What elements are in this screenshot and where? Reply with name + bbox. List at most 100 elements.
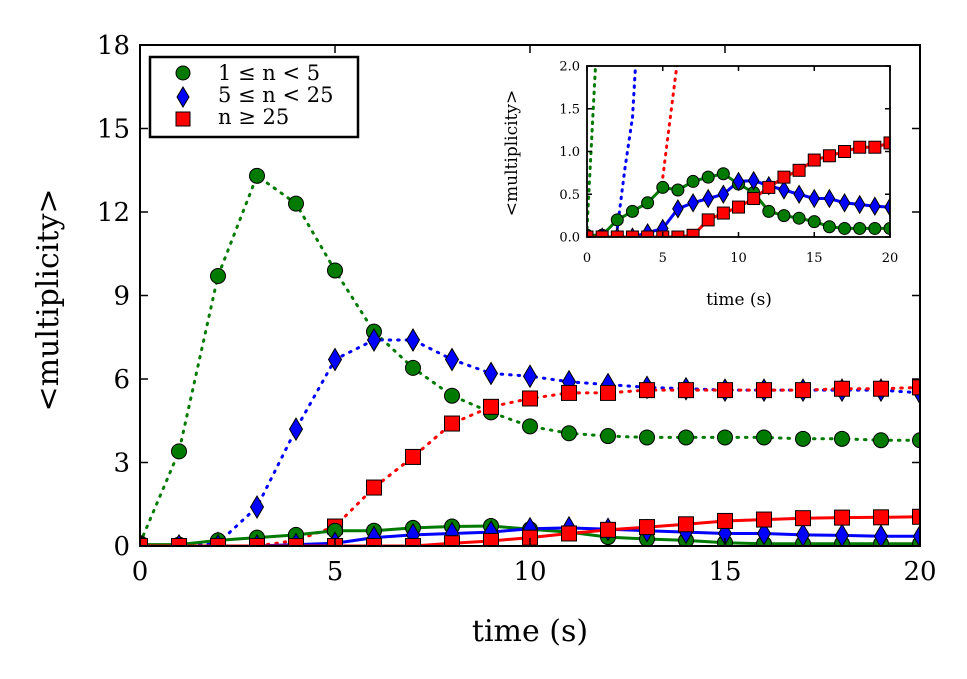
main-point-s0-10 — [522, 418, 538, 435]
main-y-tick-label: 0 — [113, 532, 130, 562]
inset-point-s4-6 — [672, 199, 684, 219]
legend-label-small: 1 ≤ n < 5 — [218, 61, 320, 85]
inset-point-s3-9 — [716, 167, 730, 181]
main-point-s5-17 — [795, 510, 811, 527]
inset-point-s3-18 — [853, 221, 867, 235]
main-x-tick-label: 0 — [132, 557, 149, 587]
main-point-s0-12 — [600, 428, 616, 445]
main-point-s2-7 — [405, 448, 421, 465]
main-point-s5-2 — [210, 538, 226, 546]
main-point-s5-15 — [717, 512, 733, 529]
main-point-s2-11 — [561, 384, 577, 401]
inset-point-s3-8 — [701, 170, 715, 184]
main-point-s5-9 — [483, 532, 499, 546]
inset-point-s5-11 — [747, 192, 761, 206]
inset-point-s5-14 — [792, 163, 806, 177]
main-point-s5-14 — [678, 516, 694, 533]
main-point-s1-9 — [483, 361, 499, 386]
main-point-s1-5 — [327, 347, 343, 372]
inset-point-s5-19 — [868, 140, 882, 154]
main-point-s0-4 — [288, 195, 304, 212]
main-x-tick-label: 5 — [327, 557, 344, 587]
inset-point-s3-7 — [686, 174, 700, 188]
legend-label-medium: 5 ≤ n < 25 — [218, 83, 334, 107]
main-point-s2-18 — [834, 380, 850, 397]
inset-point-s5-13 — [777, 170, 791, 184]
inset-point-s3-13 — [777, 209, 791, 223]
main-point-s0-2 — [210, 268, 226, 285]
inset-y-tick-label: 0.5 — [559, 188, 580, 203]
main-point-s4-19 — [873, 524, 889, 546]
inset-point-s5-12 — [762, 180, 776, 194]
main-point-s0-16 — [756, 429, 772, 446]
main-y-axis-title: <multiplicity> — [31, 188, 66, 411]
main-point-s2-6 — [366, 479, 382, 496]
inset-point-s5-6 — [671, 230, 685, 237]
main-plot: 0 5 10 15 20 0 3 6 9 12 15 18 time (s) <multiplicit… — [31, 31, 937, 649]
main-point-s2-17 — [795, 382, 811, 399]
main-point-s0-8 — [444, 387, 460, 404]
inset-point-s3-14 — [792, 211, 806, 225]
inset-point-s4-17 — [838, 193, 851, 213]
inset-point-s3-4 — [641, 196, 655, 210]
main-point-s5-3 — [249, 538, 265, 546]
main-point-s2-15 — [717, 382, 733, 399]
inset-point-s4-7 — [687, 193, 699, 213]
inset-point-s4-11 — [747, 170, 760, 191]
main-point-s2-9 — [483, 398, 499, 415]
inset-plot: 0 5 10 15 20 0.0 0.5 1.0 1.5 2.0 time (s) <multip… — [502, 60, 898, 310]
main-point-s5-7 — [405, 538, 421, 546]
main-point-s1-7 — [405, 328, 421, 353]
main-point-s4-20 — [912, 524, 920, 546]
main-y-tick-label: 6 — [113, 365, 130, 395]
main-point-s5-4 — [288, 538, 304, 546]
inset-point-s5-7 — [686, 228, 700, 237]
main-point-s0-19 — [873, 432, 889, 449]
inset-series-line-1-b — [631, 66, 638, 119]
main-y-tick-label: 9 — [113, 282, 130, 312]
main-point-s0-14 — [678, 429, 694, 446]
main-y-tick-label: 18 — [97, 31, 130, 61]
main-point-s5-16 — [756, 511, 772, 528]
inset-point-s4-15 — [808, 188, 821, 209]
inset-point-s5-2 — [610, 230, 624, 237]
inset-series-line-1 — [615, 115, 634, 230]
inset-y-tick-label: 0.0 — [559, 231, 580, 246]
main-point-s5-18 — [834, 509, 850, 526]
main-series-line-0 — [140, 173, 920, 545]
legend-marker-diamond — [176, 86, 190, 108]
main-point-s2-16 — [756, 382, 772, 399]
main-point-s2-13 — [639, 382, 655, 399]
main-series-layer — [140, 167, 920, 546]
main-y-tick-label: 15 — [97, 115, 130, 145]
inset-point-s5-8 — [701, 213, 715, 227]
main-x-tick-label: 15 — [708, 557, 741, 587]
inset-x-tick-label: 5 — [659, 251, 667, 266]
main-point-s0-13 — [639, 429, 655, 446]
inset-point-s3-2 — [610, 213, 624, 227]
inset-point-s5-15 — [807, 153, 821, 167]
inset-point-s5-4 — [641, 230, 655, 237]
main-point-s0-11 — [561, 425, 577, 442]
legend-label-large: n ≥ 25 — [218, 105, 289, 129]
main-axis-ticks: 0 5 10 15 20 0 3 6 9 12 15 18 — [97, 31, 937, 587]
inset-y-tick-label: 1.5 — [559, 102, 580, 117]
inset-point-s3-20 — [883, 221, 890, 235]
inset-point-s4-20 — [884, 197, 890, 217]
legend-entry-medium: 5 ≤ n < 25 — [176, 83, 334, 108]
inset-point-s4-9 — [717, 184, 730, 205]
main-x-axis-title: time (s) — [472, 614, 588, 649]
main-point-s2-12 — [600, 384, 616, 401]
main-x-tick-label: 20 — [903, 557, 936, 587]
inset-point-s3-17 — [838, 221, 852, 235]
inset-point-s5-18 — [853, 140, 867, 154]
inset-series-layer — [587, 66, 890, 237]
inset-point-s4-10 — [732, 171, 745, 192]
inset-y-axis-title: <multiplicity> — [502, 90, 522, 216]
main-y-tick-label: 12 — [97, 198, 130, 228]
inset-point-s3-3 — [625, 204, 639, 218]
inset-point-s5-17 — [838, 145, 852, 158]
main-point-s0-18 — [834, 430, 850, 447]
main-point-s5-20 — [912, 508, 920, 525]
